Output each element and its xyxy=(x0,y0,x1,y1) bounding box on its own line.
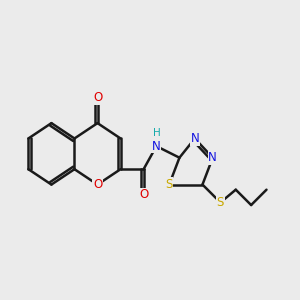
Text: S: S xyxy=(166,178,173,191)
Text: O: O xyxy=(93,91,102,104)
Text: O: O xyxy=(93,178,102,191)
Text: H: H xyxy=(152,128,160,138)
Text: O: O xyxy=(139,188,148,201)
Text: N: N xyxy=(190,132,199,145)
Text: N: N xyxy=(152,140,161,153)
Text: S: S xyxy=(217,196,224,209)
Text: N: N xyxy=(208,151,217,164)
